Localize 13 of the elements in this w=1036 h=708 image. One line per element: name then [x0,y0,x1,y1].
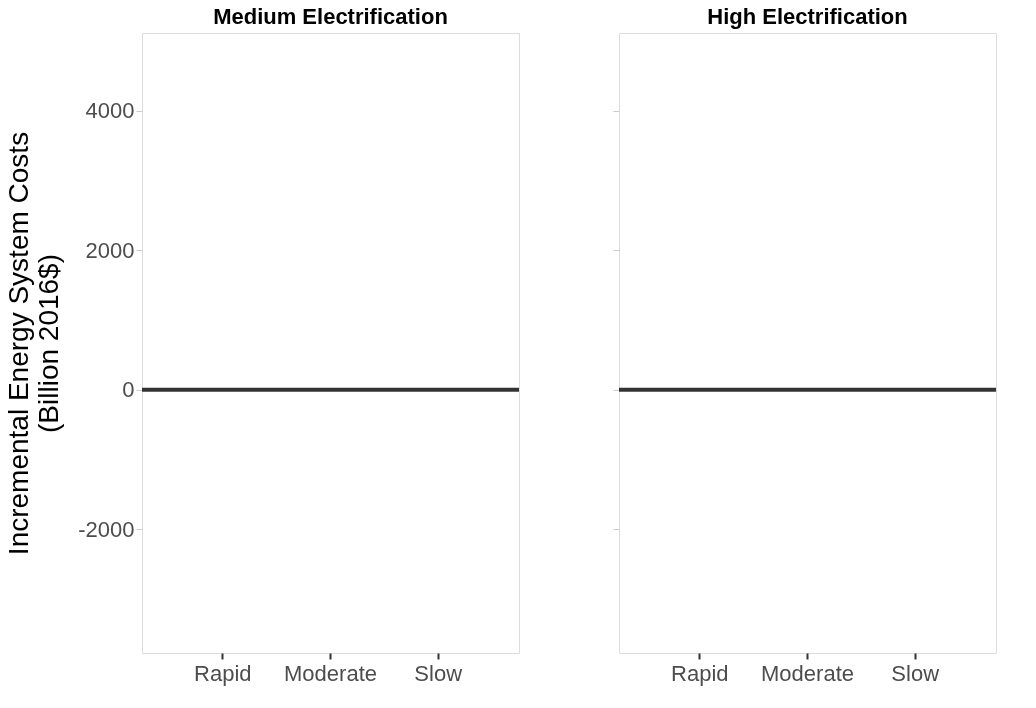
y-tick-label: -2000 [78,516,135,542]
y-tick-label: 0 [122,377,135,403]
x-tick-label: Moderate [761,660,854,686]
x-tick-label: Moderate [284,660,377,686]
x-tick-label: Rapid [671,660,729,686]
chart-title: High Electrification [707,4,908,29]
y-axis-title: Incremental Energy System Costs (Billion 2016$) [3,131,65,556]
y-tick-label: 2000 [85,237,135,263]
chart-title: Medium Electrification [213,4,448,29]
x-tick-label: Rapid [194,660,252,686]
x-tick-label: Slow [891,660,940,686]
x-tick-label: Slow [414,660,463,686]
y-tick-label: 4000 [85,98,135,123]
